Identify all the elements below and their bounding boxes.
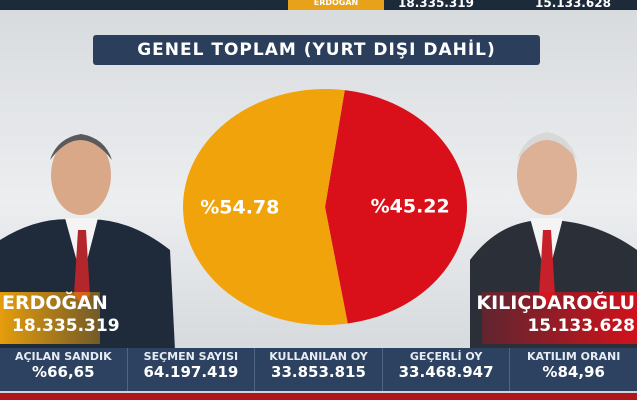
ticker-erdogan-votes: 18.335.319 <box>398 0 474 10</box>
stat-value: 33.468.947 <box>398 363 494 381</box>
pie-slice-erdogan <box>182 88 348 325</box>
kilicdaroglu-name-box: KILIÇDAROĞLU 15.133.628 <box>476 292 637 344</box>
chart-title: GENEL TOPLAM (YURT DIŞI DAHİL) <box>93 35 540 65</box>
kilicdaroglu-name: KILIÇDAROĞLU <box>476 292 635 314</box>
ticker-name: ERDOĞAN <box>288 0 384 10</box>
stat-votes-cast: KULLANILAN OY 33.853.815 <box>255 348 383 391</box>
stat-voters: SEÇMEN SAYISI 64.197.419 <box>128 348 256 391</box>
stat-value: 33.853.815 <box>271 363 366 381</box>
stat-value: %84,96 <box>542 363 605 381</box>
ticker-bar: ERDOĞAN 18.335.319 15.133.628 <box>0 0 637 10</box>
stat-opened-boxes: AÇILAN SANDIK %66,65 <box>0 348 128 391</box>
stat-label: AÇILAN SANDIK <box>14 350 112 363</box>
bottom-bar <box>0 393 637 400</box>
pie-label-kilicdaroglu: %45.22 <box>371 196 450 218</box>
stat-label: GEÇERLİ OY <box>409 350 483 363</box>
stat-valid-votes: GEÇERLİ OY 33.468.947 <box>383 348 511 391</box>
stat-turnout: KATILIM ORANI %84,96 <box>510 348 637 391</box>
stat-value: %66,65 <box>32 363 95 381</box>
kilicdaroglu-votes: 15.133.628 <box>527 316 635 336</box>
stat-label: KATILIM ORANI <box>527 350 621 363</box>
stats-bar: AÇILAN SANDIK %66,65 SEÇMEN SAYISI 64.197.… <box>0 348 637 391</box>
erdogan-name-box: ERDOĞAN 18.335.319 <box>0 292 120 344</box>
stat-label: KULLANILAN OY <box>269 350 368 363</box>
stat-value: 64.197.419 <box>143 363 239 381</box>
pie-label-erdogan: %54.78 <box>200 196 279 218</box>
erdogan-votes: 18.335.319 <box>12 316 120 336</box>
pie-slice-kilicdaroglu <box>325 90 467 324</box>
erdogan-name: ERDOĞAN <box>2 292 108 314</box>
stat-label: SEÇMEN SAYISI <box>143 350 239 363</box>
ticker-kilicdaroglu-votes: 15.133.628 <box>535 0 611 10</box>
